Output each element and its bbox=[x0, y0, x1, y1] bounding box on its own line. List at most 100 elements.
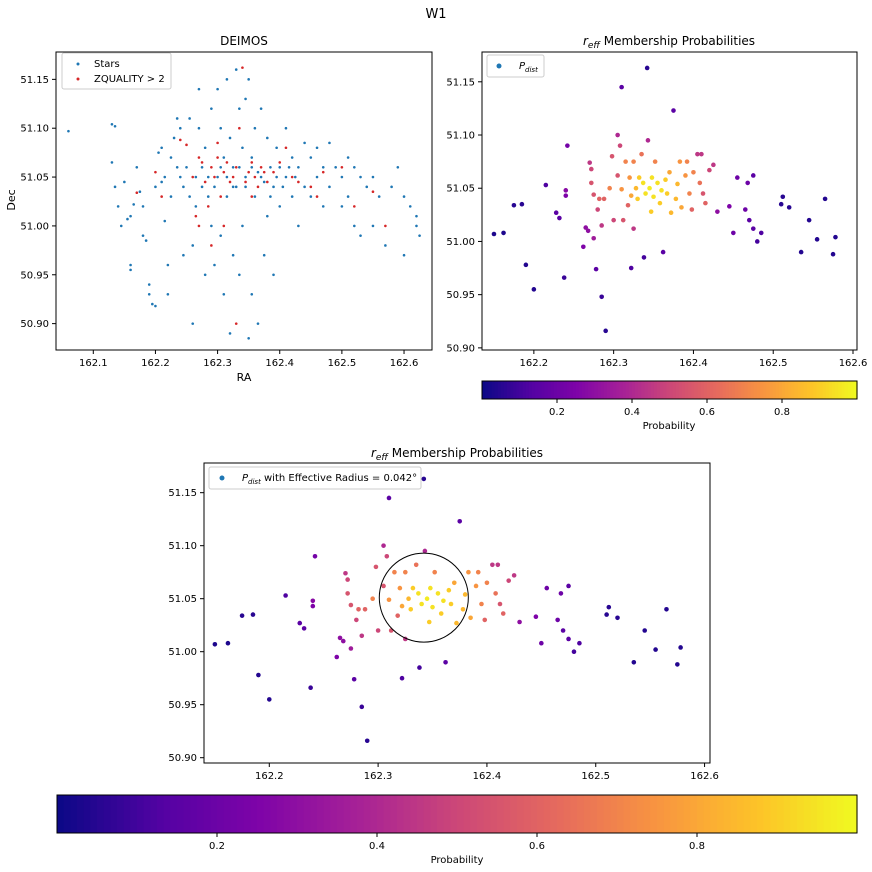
colorbar-top-segment bbox=[532, 381, 536, 399]
colorbar-bottom-segment bbox=[390, 795, 398, 833]
zquality-point bbox=[234, 322, 238, 325]
panel2-ytick-label: 50.95 bbox=[446, 290, 475, 301]
member-point bbox=[351, 676, 357, 682]
panel1-title: DEIMOS bbox=[220, 34, 268, 48]
colorbar-bottom-segment bbox=[277, 795, 285, 833]
colorbar-top-segment bbox=[778, 381, 783, 399]
colorbar-top-segment bbox=[688, 381, 692, 399]
member-point bbox=[595, 207, 600, 212]
colorbar-top-segment bbox=[791, 381, 796, 399]
colorbar-bottom-segment bbox=[723, 795, 731, 833]
member-point bbox=[697, 180, 703, 186]
colorbar-bottom-segment bbox=[323, 795, 331, 833]
star-point bbox=[160, 180, 163, 184]
member-point bbox=[421, 476, 427, 482]
panel1-legend: Stars ZQUALITY > 2 bbox=[61, 52, 172, 90]
star-point bbox=[129, 268, 132, 272]
colorbar-bottom-segment bbox=[750, 795, 758, 833]
colorbar-bottom-segment bbox=[443, 795, 451, 833]
member-point bbox=[457, 519, 463, 524]
star-point bbox=[123, 180, 126, 184]
member-point bbox=[643, 191, 648, 196]
colorbar-bottom-segment bbox=[457, 795, 465, 833]
member-point bbox=[479, 601, 484, 607]
member-point bbox=[297, 620, 303, 626]
star-point bbox=[262, 253, 266, 257]
colorbar-bottom-segment bbox=[397, 795, 405, 833]
colorbar-bottom-segment bbox=[103, 795, 111, 833]
zquality-point bbox=[321, 170, 325, 174]
colorbar-top-segment bbox=[816, 381, 821, 399]
colorbar-top-segment bbox=[747, 381, 752, 399]
member-point bbox=[581, 244, 586, 250]
colorbar-bottom-segment bbox=[343, 795, 351, 833]
panel3-title: reff Membership Probabilities bbox=[371, 446, 543, 463]
star-point bbox=[353, 165, 356, 169]
colorbar-top-segment bbox=[844, 381, 849, 399]
member-point bbox=[334, 654, 340, 660]
member-point bbox=[655, 180, 660, 186]
colorbar-top-segment bbox=[722, 381, 727, 399]
member-point bbox=[491, 231, 497, 237]
member-point bbox=[500, 611, 506, 616]
zquality-point bbox=[297, 180, 300, 184]
star-point bbox=[216, 87, 219, 91]
zquality-point bbox=[266, 180, 269, 184]
star-point bbox=[315, 146, 319, 150]
member-point bbox=[599, 294, 604, 300]
panel3-xtick-label: 162.5 bbox=[581, 771, 610, 782]
star-point bbox=[166, 263, 170, 267]
colorbar-bottom-segment bbox=[183, 795, 191, 833]
colorbar-bottom-segment bbox=[150, 795, 158, 833]
zquality-point bbox=[222, 170, 226, 174]
figure-suptitle: W1 bbox=[425, 7, 446, 22]
member-point bbox=[399, 675, 405, 681]
zquality-point bbox=[206, 205, 210, 208]
colorbar-bottom-segment bbox=[777, 795, 785, 833]
member-point bbox=[644, 65, 650, 71]
star-point bbox=[346, 195, 350, 198]
member-point bbox=[659, 188, 664, 193]
member-point bbox=[403, 569, 408, 575]
star-point bbox=[402, 253, 406, 257]
zquality-point bbox=[371, 190, 375, 194]
colorbar-bottom-segment bbox=[203, 795, 211, 833]
zquality-point bbox=[210, 244, 213, 247]
panel2-xtick-label: 162.2 bbox=[520, 358, 549, 369]
member-point bbox=[519, 201, 525, 207]
colorbar-top-segment bbox=[622, 381, 627, 399]
member-point bbox=[343, 570, 348, 576]
star-point bbox=[415, 214, 418, 218]
colorbar-top-segment bbox=[635, 381, 639, 399]
zquality-point bbox=[384, 224, 387, 228]
colorbar-bottom-segment bbox=[417, 795, 425, 833]
member-point bbox=[822, 196, 828, 202]
star-point bbox=[206, 175, 210, 179]
colorbar-top-segment bbox=[803, 381, 808, 399]
colorbar-top-tick-label: 0.8 bbox=[774, 407, 790, 418]
member-point bbox=[678, 645, 683, 650]
star-point bbox=[269, 165, 272, 169]
member-point bbox=[359, 633, 365, 639]
member-point bbox=[633, 185, 639, 191]
colorbar-bottom-segment bbox=[823, 795, 831, 833]
star-point bbox=[238, 165, 241, 169]
panel1-xtick-label: 162.3 bbox=[203, 358, 232, 369]
panel1-xtick-label: 162.2 bbox=[141, 358, 170, 369]
colorbar-top-segment bbox=[769, 381, 774, 399]
member-point bbox=[583, 225, 589, 230]
member-point bbox=[687, 191, 692, 196]
member-point bbox=[745, 180, 750, 186]
star-point bbox=[402, 195, 406, 198]
member-point bbox=[454, 620, 459, 626]
colorbar-bottom-segment bbox=[510, 795, 518, 833]
star-point bbox=[203, 273, 207, 277]
zquality-point bbox=[194, 214, 198, 218]
colorbar-top-segment bbox=[678, 381, 683, 399]
star-point bbox=[182, 185, 185, 189]
colorbar-bottom-segment bbox=[137, 795, 145, 833]
member-point bbox=[397, 585, 403, 591]
member-point bbox=[381, 543, 386, 548]
star-point bbox=[250, 293, 254, 296]
star-point bbox=[219, 126, 222, 130]
